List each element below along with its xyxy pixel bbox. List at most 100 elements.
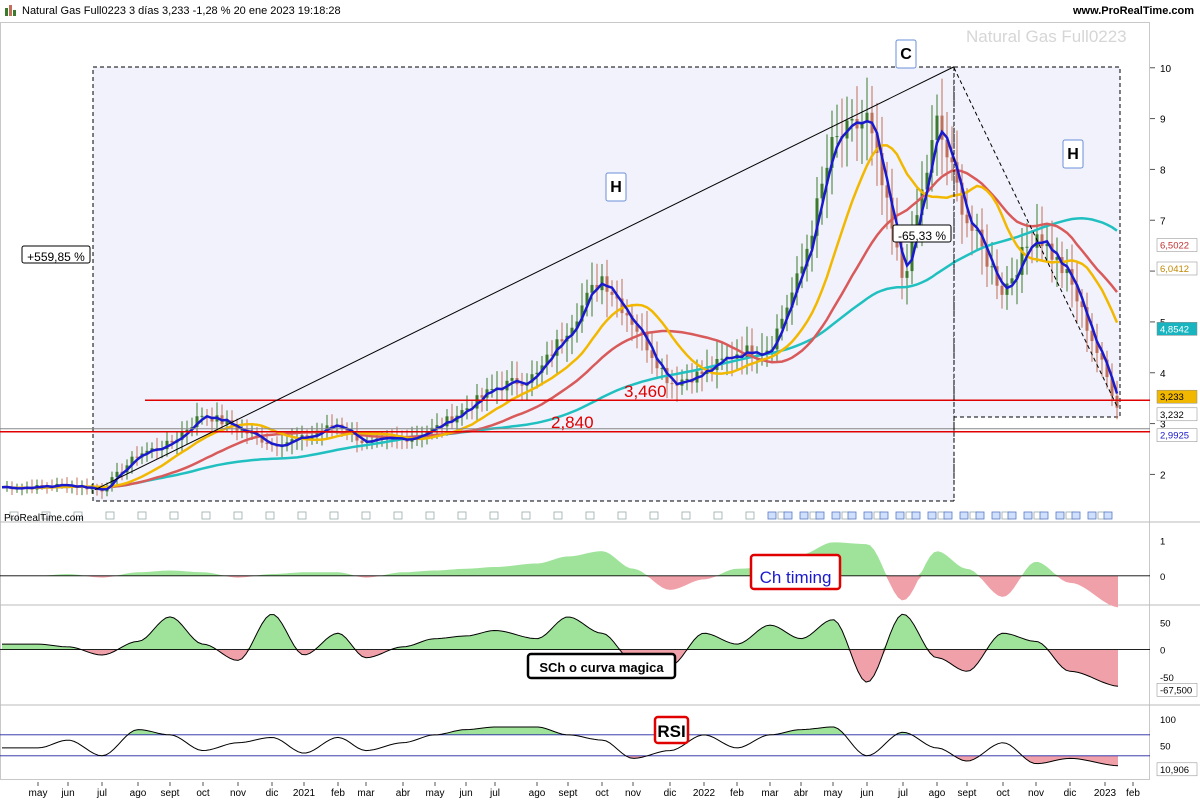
dividend-marker-icon [895, 511, 905, 520]
candle-body [225, 420, 229, 425]
sch-curve-line [2, 613, 1119, 687]
candle-body [800, 266, 804, 274]
sch-curve-title-box [526, 652, 677, 680]
candle-body [260, 435, 264, 443]
x-tick-label: ago [130, 788, 147, 799]
prorealtime-logo: ProRealTime.com [4, 513, 84, 524]
rsi-overbought-area [2, 726, 1118, 735]
candle-body [115, 471, 119, 478]
x-tick-label: sept [559, 788, 578, 799]
candle-body [910, 229, 914, 272]
candle-body [625, 313, 629, 316]
dividend-marker-icon [1103, 511, 1113, 520]
event-marker-icon [457, 511, 467, 520]
ch-timing-title: Ch timing [760, 568, 832, 587]
candle-body [985, 246, 989, 267]
candle-body [820, 183, 824, 199]
plot-frame [0, 22, 1150, 780]
candle-body [1085, 307, 1089, 331]
candle-body [935, 115, 939, 141]
event-marker-icon [105, 511, 115, 520]
dividend-marker-icon [863, 511, 873, 520]
candle-body [1075, 284, 1079, 302]
candle-body [1040, 234, 1044, 247]
candle-body [930, 140, 934, 173]
candle-body [490, 389, 494, 391]
site-link[interactable]: www.ProRealTime.com [1072, 5, 1194, 17]
watermark-text: Natural Gas Full0223 [966, 27, 1127, 46]
candle-body [475, 395, 479, 409]
candle-body [950, 157, 954, 163]
ma-fast-line [1, 144, 1119, 490]
event-marker-icon [521, 511, 531, 520]
event-marker-icon [361, 511, 371, 520]
candle-body [645, 332, 649, 351]
candle-body [450, 416, 454, 423]
candle-body [1050, 243, 1054, 260]
gain-percent-label-box [21, 245, 91, 264]
candle-body [1090, 330, 1094, 342]
x-tick-label: jun [859, 788, 873, 799]
drop-percent-label-box [892, 224, 952, 243]
tag-price-c-bg [1156, 428, 1198, 442]
candle-body [920, 189, 924, 216]
wave-c-label: C [900, 46, 912, 63]
ch-timing-positive-area [2, 542, 1118, 576]
y-tick-label: 10 [1160, 64, 1172, 75]
candle-body [990, 266, 994, 268]
candle-body [790, 292, 794, 308]
candle-body [585, 292, 589, 306]
sch-curve-title: SCh o curva magica [539, 660, 664, 675]
x-tick-label: abr [396, 788, 411, 799]
dividend-marker-icon [1039, 511, 1049, 520]
dividend-marker-icon [831, 511, 841, 520]
x-tick-label: dic [1064, 788, 1077, 799]
instrument-title: Natural Gas Full0223 3 días 3,233 -1,28 … [22, 5, 341, 17]
tag-sch-last: -67,500 [1160, 685, 1192, 696]
dividend-marker-icon [911, 511, 921, 520]
event-marker-icon [9, 511, 19, 520]
candle-body [780, 318, 784, 329]
x-tick-label: oct [996, 788, 1010, 799]
candle-body [885, 185, 889, 198]
candle-body [940, 115, 944, 140]
candle-body [635, 324, 639, 332]
tag-ma-slow: 4,8542 [1160, 324, 1189, 335]
candle-body [570, 327, 574, 336]
candle-body [925, 172, 929, 190]
candle-body [660, 368, 664, 370]
dividend-marker-icon [1071, 511, 1081, 520]
event-marker-icon [329, 511, 339, 520]
candle-body [880, 152, 884, 186]
x-tick-label: 2022 [693, 788, 716, 799]
x-tick-label: ago [929, 788, 946, 799]
y-tick-label: 2 [1160, 470, 1166, 481]
ch-timing-y-tick: 1 [1160, 537, 1165, 548]
event-marker-icon [297, 511, 307, 520]
event-marker-icon [649, 511, 659, 520]
candle-body [1110, 377, 1114, 396]
event-marker-icon [681, 511, 691, 520]
rsi-title-box [653, 715, 690, 745]
rsi-line [2, 726, 1119, 767]
wave-h-label-1-box [605, 172, 627, 202]
sch-curve-positive-area [2, 614, 1118, 650]
candle-body [825, 167, 829, 184]
x-tick-label: sept [958, 788, 977, 799]
candle-body [1080, 301, 1084, 308]
sch-curve-y-tick: 50 [1160, 618, 1171, 629]
x-tick-label: mar [761, 788, 779, 799]
candle-body [1100, 352, 1104, 360]
candle-body [860, 122, 864, 129]
x-tick-label: feb [730, 788, 744, 799]
x-tick-label: may [824, 788, 843, 799]
rally-trendline [94, 66, 955, 491]
candle-body [265, 442, 269, 445]
candle-body [1065, 269, 1069, 274]
level-upper-label: 3,460 [624, 382, 667, 401]
candle-body [700, 371, 704, 374]
candle-body [1000, 285, 1004, 295]
dividend-marker-icon [991, 511, 1001, 520]
candle-body [1105, 359, 1109, 378]
